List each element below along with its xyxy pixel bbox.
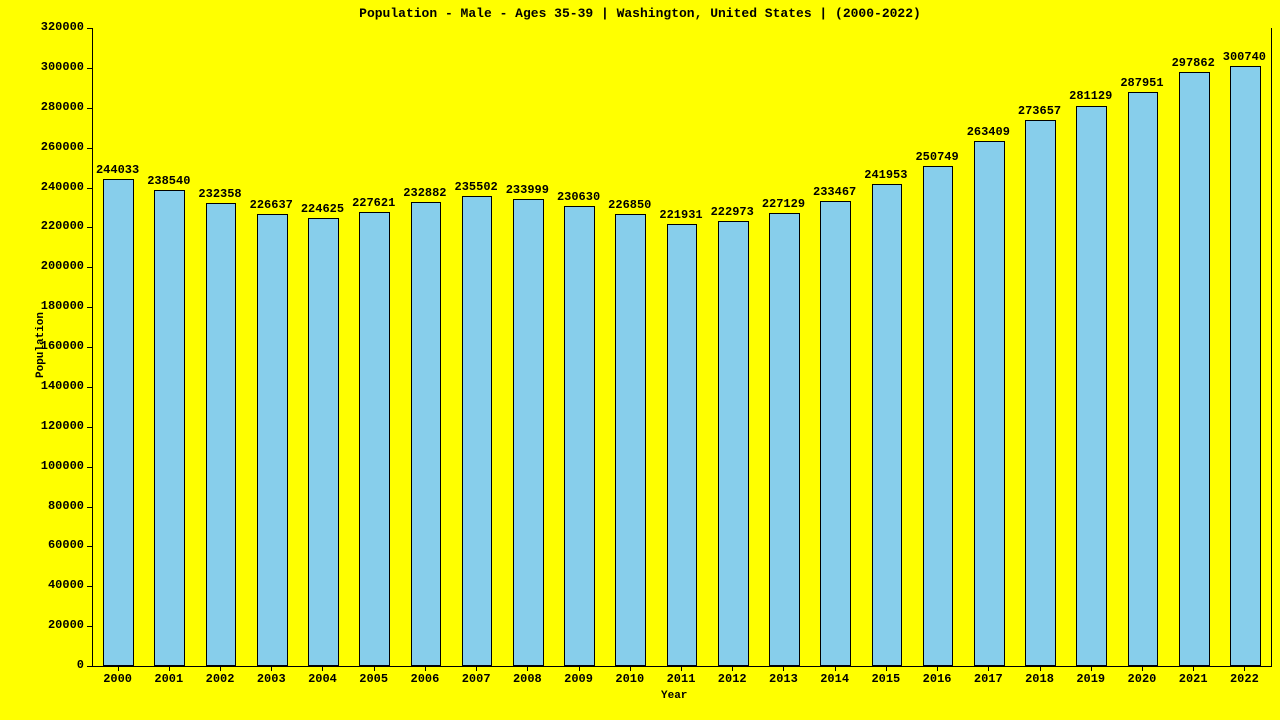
y-tick-label: 180000: [41, 299, 84, 313]
y-tick-label: 320000: [41, 20, 84, 34]
bar: [1128, 92, 1159, 666]
bar: [359, 212, 390, 666]
bar: [1230, 66, 1261, 666]
y-tick-label: 300000: [41, 60, 84, 74]
x-tick-label: 2009: [557, 672, 601, 686]
bar-value-label: 300740: [1216, 50, 1272, 64]
x-tick-label: 2001: [147, 672, 191, 686]
x-tick-label: 2006: [403, 672, 447, 686]
bar-value-label: 227621: [346, 196, 402, 210]
y-tick-label: 280000: [41, 100, 84, 114]
x-tick-label: 2008: [505, 672, 549, 686]
x-tick-label: 2002: [198, 672, 242, 686]
bar-value-label: 221931: [653, 208, 709, 222]
x-tick-label: 2012: [710, 672, 754, 686]
x-axis-label: Year: [661, 690, 687, 702]
y-tick-label: 60000: [48, 538, 84, 552]
bar: [462, 196, 493, 666]
x-tick-label: 2019: [1069, 672, 1113, 686]
bar-value-label: 287951: [1114, 76, 1170, 90]
bar: [820, 201, 851, 666]
y-tick-label: 160000: [41, 339, 84, 353]
x-tick-label: 2010: [608, 672, 652, 686]
x-tick-label: 2005: [352, 672, 396, 686]
x-tick-label: 2007: [454, 672, 498, 686]
y-tick-label: 120000: [41, 419, 84, 433]
x-tick-label: 2021: [1171, 672, 1215, 686]
x-tick-label: 2004: [300, 672, 344, 686]
bar: [974, 141, 1005, 666]
chart-title: Population - Male - Ages 35-39 | Washing…: [0, 6, 1280, 21]
bar-value-label: 227129: [755, 197, 811, 211]
bar-value-label: 250749: [909, 150, 965, 164]
bar-value-label: 241953: [858, 168, 914, 182]
bar-value-label: 230630: [551, 190, 607, 204]
bar-value-label: 281129: [1063, 89, 1119, 103]
x-tick-label: 2003: [249, 672, 293, 686]
bar: [206, 203, 237, 666]
bar: [769, 213, 800, 666]
y-tick-label: 80000: [48, 499, 84, 513]
bar: [1076, 106, 1107, 667]
bar-value-label: 233999: [499, 183, 555, 197]
plot-area: [92, 28, 1272, 667]
y-tick-label: 100000: [41, 459, 84, 473]
y-tick-label: 220000: [41, 219, 84, 233]
bar: [513, 199, 544, 666]
bar-value-label: 226637: [243, 198, 299, 212]
bar: [1179, 72, 1210, 666]
bar: [615, 214, 646, 666]
x-tick-label: 2013: [761, 672, 805, 686]
bar-value-label: 297862: [1165, 56, 1221, 70]
x-tick-label: 2016: [915, 672, 959, 686]
bar: [103, 179, 134, 666]
y-tick-label: 140000: [41, 379, 84, 393]
x-tick-label: 2015: [864, 672, 908, 686]
x-tick-label: 2018: [1018, 672, 1062, 686]
bar: [154, 190, 185, 666]
x-tick-label: 2017: [966, 672, 1010, 686]
bar-value-label: 273657: [1012, 104, 1068, 118]
bar: [411, 202, 442, 666]
x-tick-label: 2000: [96, 672, 140, 686]
x-tick-label: 2014: [813, 672, 857, 686]
bar: [667, 224, 698, 666]
bar-value-label: 238540: [141, 174, 197, 188]
bar-value-label: 232358: [192, 187, 248, 201]
y-tick-label: 20000: [48, 618, 84, 632]
bar: [872, 184, 903, 666]
population-bar-chart: Population - Male - Ages 35-39 | Washing…: [0, 0, 1280, 720]
y-tick-label: 200000: [41, 259, 84, 273]
bar-value-label: 222973: [704, 205, 760, 219]
x-tick-label: 2020: [1120, 672, 1164, 686]
y-tick-label: 240000: [41, 180, 84, 194]
y-tick-label: 260000: [41, 140, 84, 154]
bar: [308, 218, 339, 666]
bar: [257, 214, 288, 666]
bar-value-label: 232882: [397, 186, 453, 200]
y-tick-label: 0: [77, 658, 84, 672]
bar-value-label: 263409: [960, 125, 1016, 139]
bar-value-label: 233467: [807, 185, 863, 199]
bar: [923, 166, 954, 666]
bar-value-label: 224625: [294, 202, 350, 216]
bar: [564, 206, 595, 666]
bar-value-label: 226850: [602, 198, 658, 212]
y-tick-label: 40000: [48, 578, 84, 592]
bar-value-label: 235502: [448, 180, 504, 194]
bar: [1025, 120, 1056, 666]
bar-value-label: 244033: [90, 163, 146, 177]
x-tick-label: 2022: [1222, 672, 1266, 686]
x-tick-label: 2011: [659, 672, 703, 686]
bar: [718, 221, 749, 666]
